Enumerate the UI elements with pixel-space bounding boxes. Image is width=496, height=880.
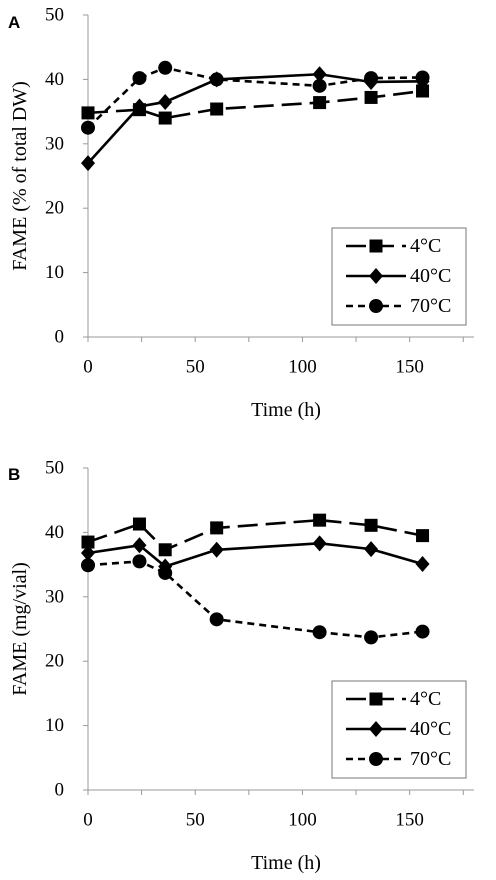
- chart-a-data-point: [81, 120, 95, 135]
- chart-a-data-point: [81, 106, 95, 120]
- chart-a-y-tick-label: 40: [45, 69, 64, 90]
- chart-b-y-tick-label: 30: [45, 586, 64, 607]
- chart-b-data-point: [158, 565, 173, 580]
- chart-b-series-square: [81, 513, 430, 557]
- chart-b-legend-marker: [369, 692, 383, 706]
- chart-b-x-axis-title: Time (h): [251, 852, 321, 874]
- chart-a-y-tick-label: 50: [45, 5, 64, 26]
- chart-b-data-point: [209, 541, 224, 558]
- chart-b-data-point: [364, 541, 379, 558]
- chart-a-data-point: [313, 96, 327, 110]
- chart-a-x-tick-label: 0: [83, 357, 93, 378]
- chart-b-data-point: [210, 521, 224, 535]
- chart-b-data-point: [415, 624, 430, 639]
- chart-b-x-tick-label: 0: [83, 810, 93, 831]
- chart-a-data-point: [415, 70, 430, 85]
- chart-a-y-tick-label: 20: [45, 198, 64, 219]
- chart-a: A 0 10 20 30 40 50 0 50 100 150 Time (h) FAME (% of …: [8, 5, 474, 421]
- chart-b-legend: 4°C 40°C 70°C: [331, 680, 467, 779]
- chart-b-data-point: [81, 558, 95, 573]
- chart-a-y-tick-label: 10: [45, 262, 64, 283]
- chart-b-data-point: [415, 555, 430, 572]
- chart-a-series-square: [81, 84, 430, 125]
- chart-a-series-circle: [81, 60, 430, 135]
- chart-a-data-point: [81, 155, 95, 172]
- chart-a-y-tick-label: 30: [45, 133, 64, 154]
- chart-a-data-point: [416, 84, 430, 98]
- chart-b-data-point: [158, 543, 172, 557]
- chart-b-x-tick-label: 100: [288, 810, 317, 831]
- chart-a-series-diamond: [81, 66, 430, 172]
- chart-b-data-point: [81, 545, 95, 562]
- chart-b-data-point: [312, 535, 327, 552]
- chart-b-data-point: [416, 529, 430, 543]
- chart-a-legend-label: 4°C: [410, 235, 441, 257]
- chart-b-y-tick-label: 50: [45, 458, 64, 479]
- chart-b-legend-label: 4°C: [410, 688, 441, 710]
- chart-a-data-point: [312, 78, 327, 93]
- chart-a-x-tick-label: 50: [186, 357, 205, 378]
- chart-b-y-tick-label: 40: [45, 522, 64, 543]
- chart-a-x-tick-label: 150: [395, 357, 424, 378]
- chart-a-data-point: [210, 102, 224, 116]
- chart-b-panel-label: B: [8, 465, 20, 484]
- chart-b-legend-label: 70°C: [410, 748, 451, 770]
- chart-a-data-point: [312, 66, 327, 83]
- chart-b: B 0 10 20 30 40 50 0 50 100 150 Time (h) FAME (mg/vi…: [8, 458, 474, 874]
- chart-a-data-point: [158, 93, 173, 110]
- chart-a-data-point: [158, 111, 172, 125]
- chart-b-data-point: [209, 612, 224, 627]
- chart-a-x-tick-label: 100: [288, 357, 317, 378]
- chart-b-series-circle: [81, 554, 430, 645]
- chart-b-x-tick-label: 50: [186, 810, 205, 831]
- chart-b-data-point: [364, 630, 379, 645]
- chart-a-legend-marker: [369, 239, 383, 253]
- chart-a-legend-marker: [369, 299, 383, 313]
- chart-b-data-point: [364, 518, 378, 532]
- chart-b-series-line: [87, 560, 423, 639]
- chart-a-data-point: [158, 60, 173, 75]
- chart-a-legend-label: 40°C: [410, 265, 451, 287]
- chart-b-legend-marker: [369, 721, 383, 737]
- chart-b-y-tick-label: 10: [45, 715, 64, 736]
- chart-b-legend-label: 40°C: [410, 718, 451, 740]
- chart-b-data-point: [132, 554, 147, 569]
- chart-b-legend-marker: [369, 752, 383, 766]
- chart-b-y-axis-title: FAME (mg/vial): [9, 562, 31, 696]
- chart-a-legend: 4°C 40°C 70°C: [331, 227, 467, 326]
- chart-b-x-tick-label: 150: [395, 810, 424, 831]
- chart-a-x-axis-title: Time (h): [251, 399, 321, 421]
- chart-b-data-point: [313, 513, 327, 527]
- chart-a-y-tick-label: 0: [55, 327, 65, 348]
- chart-a-data-point: [364, 90, 378, 104]
- chart-a-panel-label: A: [8, 13, 20, 32]
- chart-a-data-point: [132, 98, 147, 115]
- chart-a-y-axis-title: FAME (% of total DW): [9, 81, 31, 271]
- chart-b-data-point: [81, 535, 95, 549]
- chart-b-data-point: [132, 537, 147, 554]
- chart-b-y-tick-label: 0: [55, 780, 65, 801]
- chart-b-data-point: [312, 625, 327, 640]
- chart-a-data-point: [209, 72, 224, 87]
- chart-b-y-tick-label: 20: [45, 651, 64, 672]
- chart-a-data-point: [132, 71, 147, 86]
- chart-a-legend-marker: [369, 268, 383, 284]
- chart-b-data-point: [132, 517, 146, 531]
- chart-a-legend-label: 70°C: [410, 295, 451, 317]
- chart-a-data-point: [364, 71, 379, 86]
- chart-b-series-diamond: [81, 535, 430, 575]
